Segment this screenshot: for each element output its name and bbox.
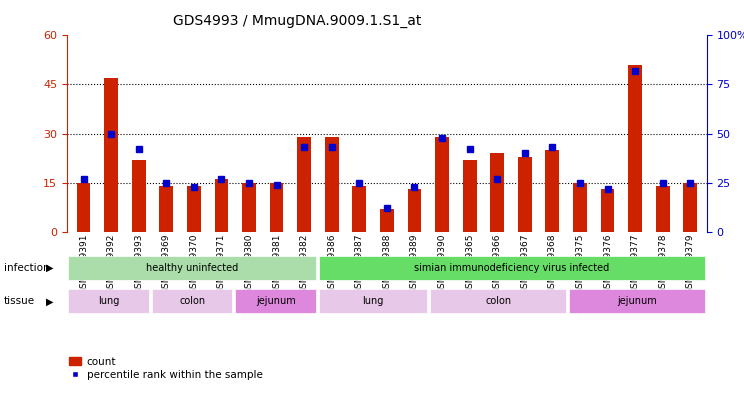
Text: healthy uninfected: healthy uninfected — [146, 263, 238, 273]
Text: jejunum: jejunum — [618, 296, 657, 306]
Bar — [159, 186, 173, 232]
Text: simian immunodeficiency virus infected: simian immunodeficiency virus infected — [414, 263, 609, 273]
Bar — [683, 183, 697, 232]
Bar — [318, 255, 705, 280]
Bar — [77, 183, 91, 232]
Legend: count, percentile rank within the sample: count, percentile rank within the sample — [65, 353, 266, 384]
Bar — [152, 289, 232, 313]
Bar — [545, 150, 559, 232]
Text: lung: lung — [98, 296, 119, 306]
Bar — [490, 153, 504, 232]
Bar — [600, 189, 615, 232]
Bar — [408, 189, 421, 232]
Bar — [430, 289, 566, 313]
Bar — [573, 183, 587, 232]
Bar — [132, 160, 146, 232]
Text: GDS4993 / MmugDNA.9009.1.S1_at: GDS4993 / MmugDNA.9009.1.S1_at — [173, 14, 422, 28]
Bar — [628, 65, 642, 232]
Bar — [235, 289, 316, 313]
Bar — [353, 186, 366, 232]
Bar — [269, 183, 283, 232]
Bar — [187, 186, 201, 232]
Bar — [104, 78, 118, 232]
Bar — [242, 183, 256, 232]
Text: tissue: tissue — [4, 296, 35, 307]
Text: infection: infection — [4, 263, 49, 273]
Bar — [68, 255, 316, 280]
Bar — [325, 137, 339, 232]
Bar — [655, 186, 670, 232]
Bar — [68, 289, 149, 313]
Text: ▶: ▶ — [46, 263, 54, 273]
Bar — [435, 137, 449, 232]
Bar — [569, 289, 705, 313]
Text: jejunum: jejunum — [256, 296, 295, 306]
Bar — [380, 209, 394, 232]
Bar — [214, 180, 228, 232]
Bar — [298, 137, 311, 232]
Text: colon: colon — [485, 296, 511, 306]
Bar — [318, 289, 427, 313]
Bar — [518, 156, 532, 232]
Text: ▶: ▶ — [46, 296, 54, 307]
Text: lung: lung — [362, 296, 384, 306]
Bar — [463, 160, 476, 232]
Text: colon: colon — [179, 296, 205, 306]
